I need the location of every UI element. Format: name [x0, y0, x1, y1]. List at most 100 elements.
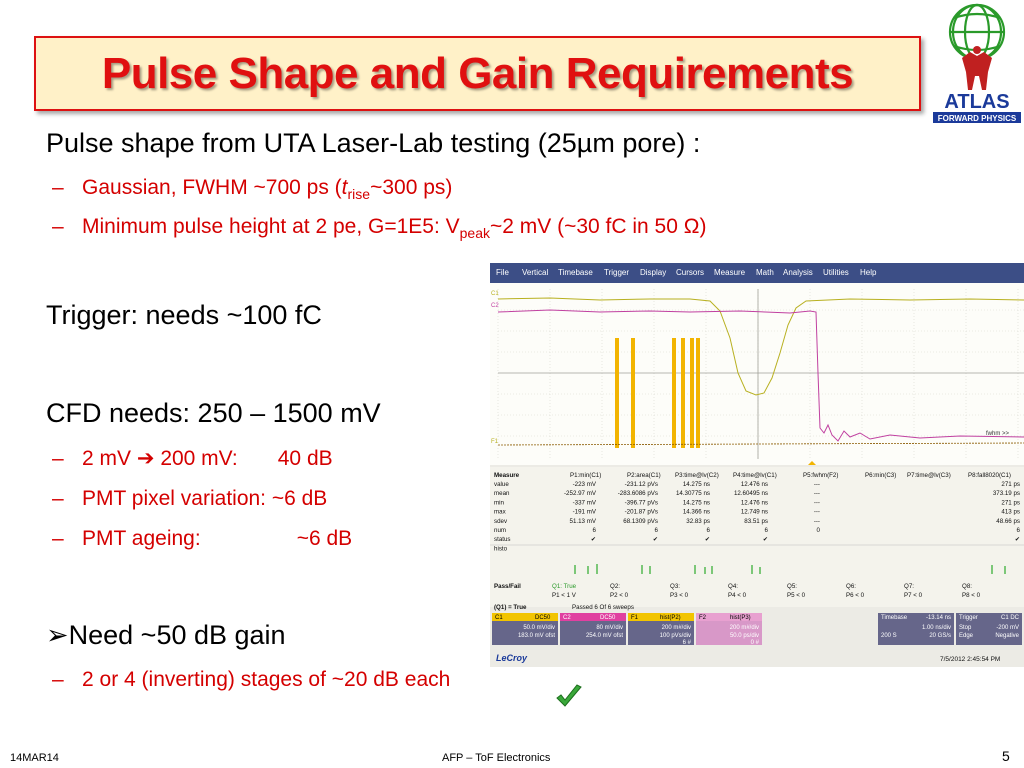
svg-text:Q3:: Q3:: [670, 583, 680, 590]
svg-text:50.0 ps/div: 50.0 ps/div: [730, 633, 759, 639]
svg-text:Q6:: Q6:: [846, 583, 856, 590]
measure-cell: 32.83 ps: [686, 518, 710, 525]
measure-cell: 48.66 ps: [996, 518, 1020, 525]
atlas-logo: ATLAS FORWARD PHYSICS: [933, 3, 1021, 123]
measure-cell: ---: [814, 490, 820, 497]
measure-cell: 14.275 ns: [683, 481, 710, 488]
svg-text:200 S: 200 S: [881, 633, 897, 639]
waveform-area: [490, 283, 1024, 465]
measure-cell: ---: [814, 509, 820, 516]
svg-text:P1 < 1 V: P1 < 1 V: [552, 592, 577, 599]
passfail-section: Pass/Fail Q1: True Q2: Q3: Q4: Q5: Q6: Q…: [494, 583, 981, 611]
measure-cell: -283.6086 pVs: [618, 490, 658, 497]
measure-cell: -396.77 pVs: [625, 499, 658, 506]
svg-text:DC50: DC50: [600, 615, 616, 621]
svg-text:P6 < 0: P6 < 0: [846, 592, 865, 599]
f1-baseline: [497, 442, 1024, 446]
measure-cell: 14.30775 ns: [676, 490, 710, 497]
measure-cell: status: [494, 536, 511, 543]
measure-cell: 271 ps: [1001, 499, 1020, 506]
arrow-bullet-icon: ➢: [46, 620, 69, 650]
measure-cell: mean: [494, 490, 510, 497]
measure-cell: max: [494, 509, 507, 516]
svg-text:C1 DC: C1 DC: [1001, 615, 1020, 621]
menu-vertical[interactable]: Vertical: [522, 268, 549, 277]
cursor-label: fwhm >>: [986, 431, 1010, 437]
svg-text:Q5:: Q5:: [787, 583, 797, 590]
measure-cell: ✔: [763, 536, 768, 543]
svg-text:20 GS/s: 20 GS/s: [929, 633, 951, 639]
measure-cell: -337 mV: [573, 499, 597, 506]
histogram-bars: [615, 338, 700, 448]
menu-analysis[interactable]: Analysis: [783, 268, 813, 277]
svg-text:P4 < 0: P4 < 0: [728, 592, 747, 599]
dash-marker: –: [52, 215, 64, 238]
measure-cell: 373.19 ps: [993, 490, 1020, 497]
measure-cell: 6: [765, 527, 769, 534]
svg-text:P8 < 0: P8 < 0: [962, 592, 981, 599]
measure-cell: 51.13 mV: [570, 518, 597, 525]
bullet-cfd: CFD needs: 250 – 1500 mV: [46, 398, 381, 428]
measure-cell: 14.275 ns: [683, 499, 710, 506]
svg-text:Timebase: Timebase: [881, 615, 908, 621]
svg-text:P4:time@lv(C1): P4:time@lv(C1): [733, 472, 777, 479]
measure-cell: 68.1309 pVs: [623, 518, 658, 525]
measure-cell: ---: [814, 499, 820, 506]
scope-menu-bar: File Vertical Timebase Trigger Display C…: [490, 263, 1024, 283]
menu-trigger[interactable]: Trigger: [604, 268, 630, 277]
svg-text:P6:min(C3): P6:min(C3): [865, 472, 896, 479]
svg-text:hist(P2): hist(P2): [660, 615, 681, 621]
menu-display[interactable]: Display: [640, 268, 667, 277]
measure-cell: num: [494, 527, 506, 534]
svg-text:200 m#/div: 200 m#/div: [730, 625, 759, 631]
measure-cell: -231.12 pVs: [625, 481, 658, 488]
sub-bullet-min-pulse: – Minimum pulse height at 2 pe, G=1E5: Vp…: [52, 215, 707, 241]
bullet-trigger: Trigger: needs ~100 fC: [46, 300, 322, 330]
menu-file[interactable]: File: [496, 268, 509, 277]
trigger-marker: [808, 461, 816, 465]
menu-timebase[interactable]: Timebase: [558, 268, 593, 277]
svg-text:100 pVs/div: 100 pVs/div: [660, 633, 691, 639]
svg-text:P2:area(C1): P2:area(C1): [627, 472, 661, 479]
measure-cell: 271 ps: [1001, 481, 1020, 488]
svg-text:-200 mV: -200 mV: [996, 625, 1019, 631]
svg-text:183.0 mV ofst: 183.0 mV ofst: [518, 633, 555, 639]
grid: [497, 289, 1024, 459]
menu-utilities[interactable]: Utilities: [823, 268, 849, 277]
page-number: 5: [1002, 748, 1010, 764]
measure-cell: ✔: [1015, 536, 1020, 543]
measure-cell: 12.476 ns: [741, 481, 768, 488]
svg-text:Q1: True: Q1: True: [552, 583, 577, 590]
menu-cursors[interactable]: Cursors: [676, 268, 705, 277]
measure-cell: ---: [814, 481, 820, 488]
trace-label-c2: C2: [491, 303, 499, 309]
measure-cell: ✔: [705, 536, 710, 543]
measure-cell: ---: [814, 518, 820, 525]
svg-text:200 m#/div: 200 m#/div: [662, 625, 691, 631]
trace-label-c1: C1: [491, 291, 499, 297]
svg-text:P8:fall8020(C1): P8:fall8020(C1): [968, 472, 1011, 479]
menu-math[interactable]: Math: [756, 268, 774, 277]
channel-c2-name: C2: [563, 615, 571, 621]
svg-text:hist(P3): hist(P3): [730, 615, 751, 621]
svg-text:Q8:: Q8:: [962, 583, 972, 590]
svg-text:P3 < 0: P3 < 0: [670, 592, 689, 599]
oscilloscope-screenshot: File Vertical Timebase Trigger Display C…: [490, 263, 1024, 667]
menu-help[interactable]: Help: [860, 268, 877, 277]
scope-display: C1 C2 F1 fwhm >> Measure P1:min(C1) P2:a…: [490, 283, 1024, 663]
channel-f1-name: F1: [631, 615, 639, 621]
svg-text:Passed 6 Of 6 sweeps: Passed 6 Of 6 sweeps: [572, 604, 634, 611]
measure-cell: 6: [1017, 527, 1021, 534]
channel-c1-name: C1: [495, 615, 503, 621]
measure-table: [490, 467, 1024, 607]
menu-measure[interactable]: Measure: [714, 268, 746, 277]
sub-bullet-stages: –2 or 4 (inverting) stages of ~20 dB eac…: [52, 668, 451, 691]
trace-label-f1: F1: [491, 439, 499, 445]
channel-boxes: C1 DC50 50.0 mV/div 183.0 mV ofst C2 DC5…: [492, 613, 1022, 646]
sub-bullet-pixel-variation: – PMT pixel variation: ~6 dB: [52, 487, 328, 510]
sub-bullet-ageing: – PMT ageing: ~6 dB: [52, 527, 353, 550]
bullet-need-gain: ➢Need ~50 dB gain: [46, 620, 286, 650]
svg-text:6 #: 6 #: [683, 640, 692, 646]
dash-marker: –: [52, 487, 64, 510]
svg-text:(Q1) = True: (Q1) = True: [494, 604, 527, 611]
